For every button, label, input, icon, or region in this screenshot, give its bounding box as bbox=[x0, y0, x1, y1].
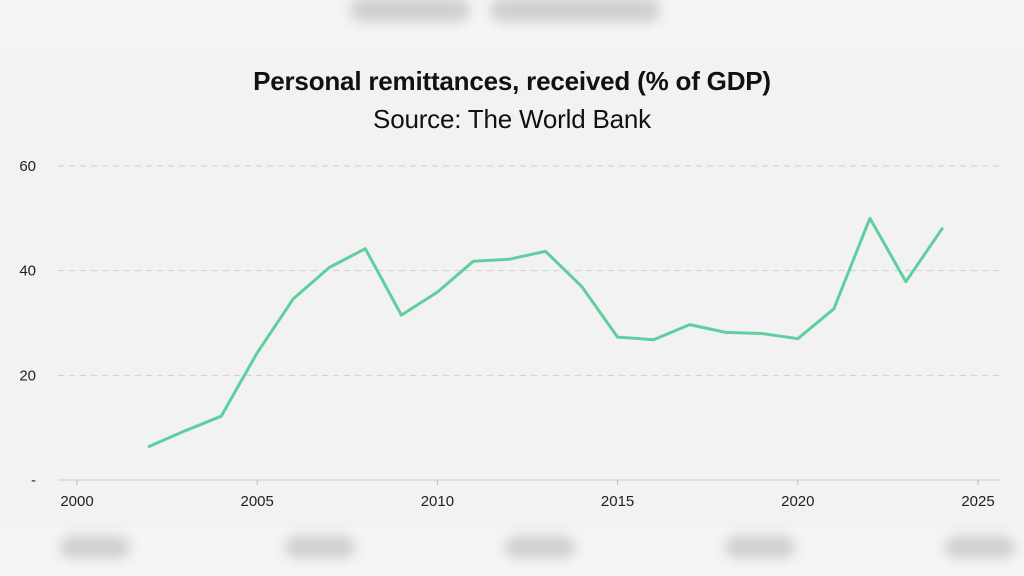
data-point bbox=[400, 314, 403, 317]
data-point bbox=[940, 227, 943, 230]
data-point bbox=[724, 331, 727, 334]
data-point bbox=[328, 266, 331, 269]
chart-panel bbox=[0, 48, 1024, 528]
data-point bbox=[508, 258, 511, 261]
x-tick-label: 2025 bbox=[961, 493, 994, 510]
data-point bbox=[760, 332, 763, 335]
y-tick-label: 20 bbox=[19, 367, 36, 384]
chart-title: Personal remittances, received (% of GDP… bbox=[253, 66, 771, 96]
data-point bbox=[148, 445, 151, 448]
data-point bbox=[220, 415, 223, 418]
blurred-content bbox=[505, 536, 575, 558]
data-point bbox=[688, 323, 691, 326]
x-tick-label: 2015 bbox=[601, 493, 634, 510]
blurred-content bbox=[285, 536, 355, 558]
x-tick-label: 2000 bbox=[60, 493, 93, 510]
y-tick-label: 40 bbox=[19, 263, 36, 280]
top-blurred-strip bbox=[0, 0, 1024, 32]
blurred-content bbox=[490, 0, 660, 22]
x-tick-label: 2010 bbox=[421, 493, 454, 510]
data-point bbox=[436, 291, 439, 294]
data-point bbox=[652, 338, 655, 341]
chart-subtitle: Source: The World Bank bbox=[373, 104, 651, 134]
data-point bbox=[580, 285, 583, 288]
series-line bbox=[147, 216, 944, 448]
data-point bbox=[904, 280, 907, 283]
data-point bbox=[256, 351, 259, 354]
data-point bbox=[184, 429, 187, 432]
blurred-content bbox=[60, 536, 130, 558]
blurred-content bbox=[945, 536, 1015, 558]
x-tick-label: 2005 bbox=[241, 493, 274, 510]
blurred-content bbox=[350, 0, 470, 22]
blurred-content bbox=[725, 536, 795, 558]
data-point bbox=[796, 337, 799, 340]
data-point bbox=[364, 247, 367, 250]
data-point bbox=[868, 217, 871, 220]
data-point bbox=[832, 307, 835, 310]
y-tick-label: - bbox=[31, 472, 36, 489]
data-point bbox=[544, 250, 547, 253]
bottom-blurred-strip bbox=[0, 528, 1024, 576]
data-point bbox=[472, 260, 475, 263]
data-point bbox=[292, 297, 295, 300]
y-tick-label: 60 bbox=[19, 158, 36, 175]
x-tick-label: 2020 bbox=[781, 493, 814, 510]
data-point bbox=[616, 336, 619, 339]
